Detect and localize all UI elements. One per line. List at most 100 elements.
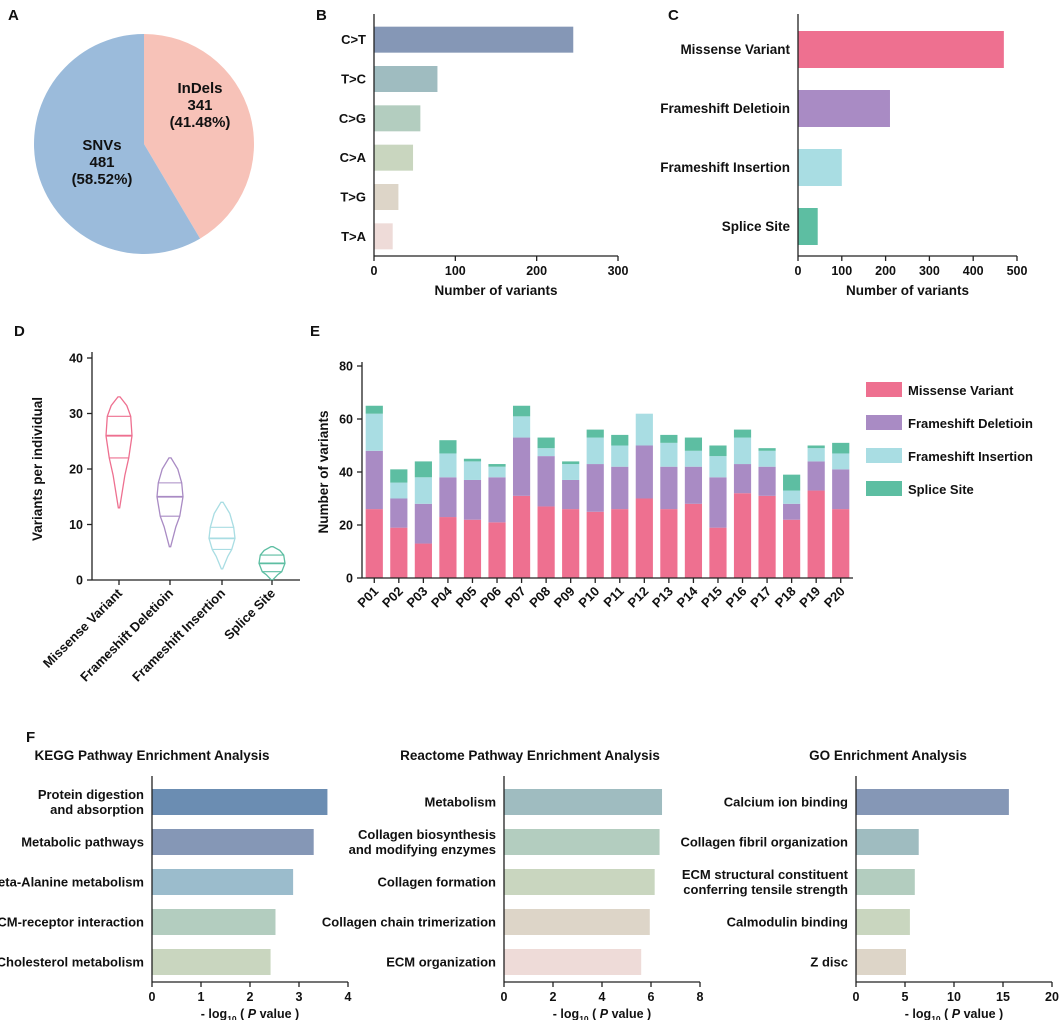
- bar-p01-splice-site: [365, 405, 383, 414]
- x-tick-label: 200: [526, 264, 547, 278]
- x-tick-label: 3: [296, 990, 303, 1004]
- pie-slice-snvs: [33, 33, 201, 255]
- category-label: and absorption: [50, 802, 144, 817]
- x-tick-label: P20: [821, 584, 848, 611]
- bar-p18-missense-variant: [783, 519, 801, 578]
- bar-p08-frameshift-deletioin: [537, 456, 555, 507]
- category-label: ECM-receptor interaction: [0, 915, 144, 930]
- panel-label-c: C: [668, 7, 679, 24]
- bar-p09-splice-site: [562, 461, 580, 465]
- x-tick-label: P10: [575, 584, 602, 611]
- x-tick-label: P04: [428, 583, 456, 611]
- legend-label-missense-variant: Missense Variant: [908, 383, 1014, 398]
- bar-calcium-ion-binding: [856, 789, 1009, 815]
- panel-f-go-chart: GO Enrichment Analysis Calcium ion bindin…: [680, 748, 1059, 1020]
- bar-c-g: [374, 105, 421, 132]
- bar-p04-splice-site: [439, 440, 457, 454]
- bar-p01-frameshift-deletioin: [365, 450, 383, 510]
- bar-p13-missense-variant: [660, 509, 678, 578]
- y-tick-label: 40: [339, 466, 353, 480]
- bar-p02-missense-variant: [390, 527, 408, 578]
- bar-p04-frameshift-deletioin: [439, 477, 457, 518]
- x-tick-label: P17: [747, 584, 774, 611]
- bar-p11-splice-site: [611, 434, 629, 446]
- y-tick-label: 10: [69, 518, 83, 532]
- bar-p17-frameshift-deletioin: [758, 466, 776, 496]
- y-axis-title: Number of variants: [316, 410, 331, 533]
- x-tick-label: Frameshift Insertion: [129, 585, 228, 684]
- bar-p11-frameshift-deletioin: [611, 466, 629, 510]
- y-tick-label: 0: [346, 572, 353, 586]
- bar-z-disc: [856, 949, 906, 975]
- bar-p06-frameshift-insertion: [488, 466, 506, 478]
- bar-p20-frameshift-deletioin: [832, 469, 850, 510]
- bar-t-g: [374, 184, 399, 210]
- panel-label-a: A: [8, 7, 19, 24]
- bar-p09-missense-variant: [562, 509, 580, 578]
- bar-p03-frameshift-deletioin: [414, 503, 432, 544]
- category-label: Calcium ion binding: [724, 795, 848, 810]
- x-axis-title: Number of variants: [434, 283, 557, 298]
- pie-value-snvs: 481: [89, 154, 114, 171]
- x-tick-label: P13: [649, 584, 676, 611]
- bar-p10-splice-site: [586, 429, 604, 438]
- bar-missense-variant: [798, 31, 1004, 68]
- bar-p02-frameshift-insertion: [390, 482, 408, 499]
- y-tick-label: 60: [339, 413, 353, 427]
- panel-label-f: F: [26, 729, 35, 746]
- bar-p10-frameshift-deletioin: [586, 464, 604, 512]
- bar-p19-frameshift-deletioin: [807, 461, 825, 491]
- y-tick-label: 20: [339, 519, 353, 533]
- legend-swatch-splice-site: [866, 481, 902, 496]
- panel-f-reactome-chart: Reactome Pathway Enrichment Analysis Meta…: [322, 748, 704, 1020]
- bar-p20-frameshift-insertion: [832, 453, 850, 470]
- bar-p17-frameshift-insertion: [758, 450, 776, 467]
- bar-p05-frameshift-deletioin: [463, 479, 482, 520]
- bar-ecm-organization: [504, 949, 642, 975]
- chart-title: KEGG Pathway Enrichment Analysis: [34, 748, 269, 763]
- bar-p16-splice-site: [733, 429, 752, 438]
- bar-p16-frameshift-deletioin: [733, 464, 752, 494]
- bar-p09-frameshift-insertion: [562, 464, 580, 480]
- bar-p03-frameshift-insertion: [414, 477, 432, 504]
- bar-ecm-structural-constituent-conferring-tensile-strength: [856, 869, 915, 895]
- legend-swatch-frameshift-deletioin: [866, 415, 902, 430]
- bar-p11-missense-variant: [611, 509, 629, 578]
- x-tick-label: P07: [502, 584, 529, 611]
- pie-slice-indels: [144, 34, 254, 239]
- bar-p14-frameshift-deletioin: [684, 466, 703, 504]
- x-tick-label: 4: [599, 990, 606, 1004]
- category-label: T>G: [340, 190, 366, 205]
- x-tick-label: P16: [723, 584, 750, 611]
- bar-p18-frameshift-deletioin: [783, 503, 801, 520]
- bar-p08-frameshift-insertion: [537, 448, 555, 457]
- bar-p05-missense-variant: [463, 519, 482, 578]
- category-label: Metabolic pathways: [21, 835, 144, 850]
- x-tick-label: 5: [902, 990, 909, 1004]
- y-tick-label: 40: [69, 352, 83, 366]
- x-axis-title: - log10 ( P value ): [553, 1007, 651, 1020]
- category-label: and modifying enzymes: [349, 842, 496, 857]
- x-tick-label: P02: [379, 584, 406, 611]
- bar-p17-missense-variant: [758, 495, 776, 578]
- x-tick-label: P14: [674, 583, 702, 611]
- x-tick-label: 1: [198, 990, 205, 1004]
- x-tick-label: 200: [875, 264, 896, 278]
- bar-p10-missense-variant: [586, 511, 604, 578]
- x-axis-title: - log10 ( P value ): [201, 1007, 299, 1020]
- bar-p15-frameshift-insertion: [709, 456, 727, 478]
- pie-label-indels: InDels: [177, 80, 222, 97]
- bar-p07-splice-site: [512, 405, 531, 417]
- bar-c-t: [374, 26, 574, 53]
- bar-p06-splice-site: [488, 464, 506, 467]
- violin-missense-variant: [105, 396, 133, 509]
- panel-c-bar-chart: Missense Variant Frameshift Deletioin Fram…: [660, 14, 1027, 298]
- chart-title: Reactome Pathway Enrichment Analysis: [400, 748, 660, 763]
- x-tick-label: 400: [963, 264, 984, 278]
- bar-ecm-receptor-interaction: [152, 909, 276, 935]
- category-label: T>A: [341, 229, 367, 244]
- bar-frameshift-deletioin: [798, 90, 890, 127]
- bar-p09-frameshift-deletioin: [562, 479, 580, 510]
- bar-collagen-formation: [504, 869, 655, 895]
- bar-p05-frameshift-insertion: [463, 461, 482, 480]
